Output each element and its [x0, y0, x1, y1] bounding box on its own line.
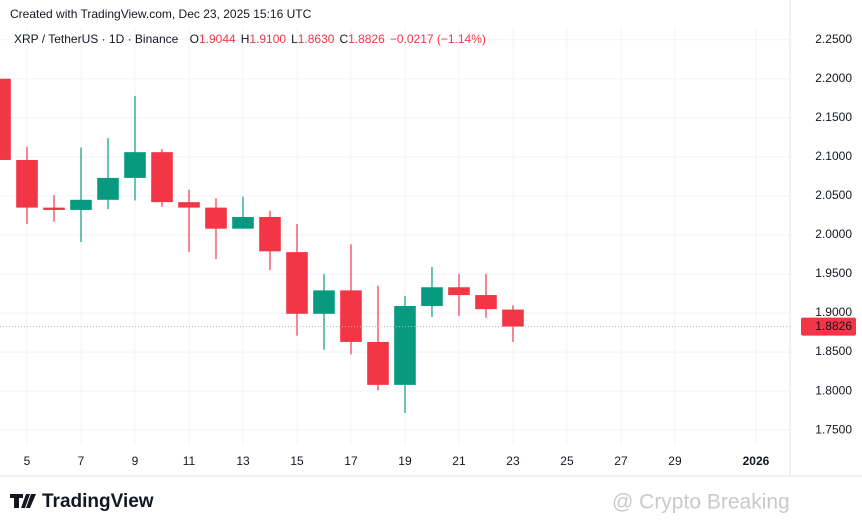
candle-body	[340, 290, 362, 342]
x-tick-label: 25	[560, 454, 574, 468]
last-price-label: 1.8826	[815, 319, 852, 333]
ohlc-value: 1.9044	[199, 32, 236, 46]
y-tick-label: 2.1000	[815, 149, 852, 163]
y-tick-label: 1.7500	[815, 422, 852, 436]
brand-logo: TradingView	[10, 491, 154, 512]
x-tick-label: 2026	[743, 454, 770, 468]
ohlc-value: 1.8630	[298, 32, 335, 46]
y-tick-label: 2.0500	[815, 188, 852, 202]
last-price-box	[801, 317, 856, 336]
ohlc-key: L	[291, 32, 298, 46]
x-tick-label: 5	[24, 454, 31, 468]
x-tick-label: 23	[506, 454, 520, 468]
plot-area	[0, 78, 790, 413]
y-tick-label: 2.0000	[815, 227, 852, 241]
ohlc-key: C	[339, 32, 348, 46]
candle-body	[502, 309, 524, 327]
brand: TradingView	[42, 491, 154, 512]
ohlc-value: 1.8826	[348, 32, 385, 46]
candle-body	[178, 202, 200, 208]
x-tick-label: 27	[614, 454, 628, 468]
candle-body	[421, 287, 443, 306]
candle-body	[394, 306, 416, 385]
candle-body	[124, 152, 146, 178]
candle-body	[448, 287, 470, 296]
x-tick-label: 15	[290, 454, 304, 468]
y-tick-label: 1.8500	[815, 344, 852, 358]
candle-body	[313, 290, 335, 314]
axes: 1.7500 1.8000 1.8500 1.9000 1.9500 2.0000 2.05…	[0, 0, 862, 477]
candle-body	[367, 341, 389, 385]
ohlc-key: H	[241, 32, 250, 46]
x-tick-label: 29	[668, 454, 682, 468]
x-tick-label: 19	[398, 454, 412, 468]
x-tick-label: 11	[183, 454, 196, 468]
x-tick-label: 17	[344, 454, 358, 468]
candle-body	[232, 216, 254, 229]
candle-body	[286, 252, 308, 314]
x-tick-label: 13	[236, 454, 250, 468]
y-tick-label: 1.9500	[815, 266, 852, 280]
ohlc-key: O	[190, 32, 199, 46]
y-tick-label: 1.8000	[815, 383, 852, 397]
x-tick-label: 9	[132, 454, 139, 468]
y-tick-label: 2.2500	[815, 32, 852, 46]
symbol: XRP / TetherUS · 1D · Binance	[14, 32, 179, 46]
ohlc-value: 1.9100	[249, 32, 286, 46]
candle-body	[70, 199, 92, 210]
y-tick-label: 1.9000	[815, 305, 852, 319]
candle-body	[259, 216, 281, 252]
candle-body	[16, 159, 38, 208]
change: −0.0217 (−1.14%)	[390, 32, 486, 46]
legend: XRP / TetherUS · 1D · Binance O1.9044 H1.…	[14, 32, 486, 46]
candle-body	[97, 177, 119, 200]
logo-icon	[10, 494, 36, 508]
candle-body	[205, 207, 227, 229]
candle-body	[0, 78, 11, 160]
candle-body	[475, 295, 497, 310]
watermark: @ Crypto Breaking	[612, 491, 790, 514]
y-tick-label: 2.1500	[815, 110, 852, 124]
x-tick-label: 21	[452, 454, 466, 468]
y-tick-label: 2.2000	[815, 71, 852, 85]
header: Created with TradingView.com, Dec 23, 20…	[10, 7, 312, 21]
candle-body	[151, 152, 173, 203]
x-tick-label: 7	[78, 454, 85, 468]
candle-body	[43, 207, 65, 210]
